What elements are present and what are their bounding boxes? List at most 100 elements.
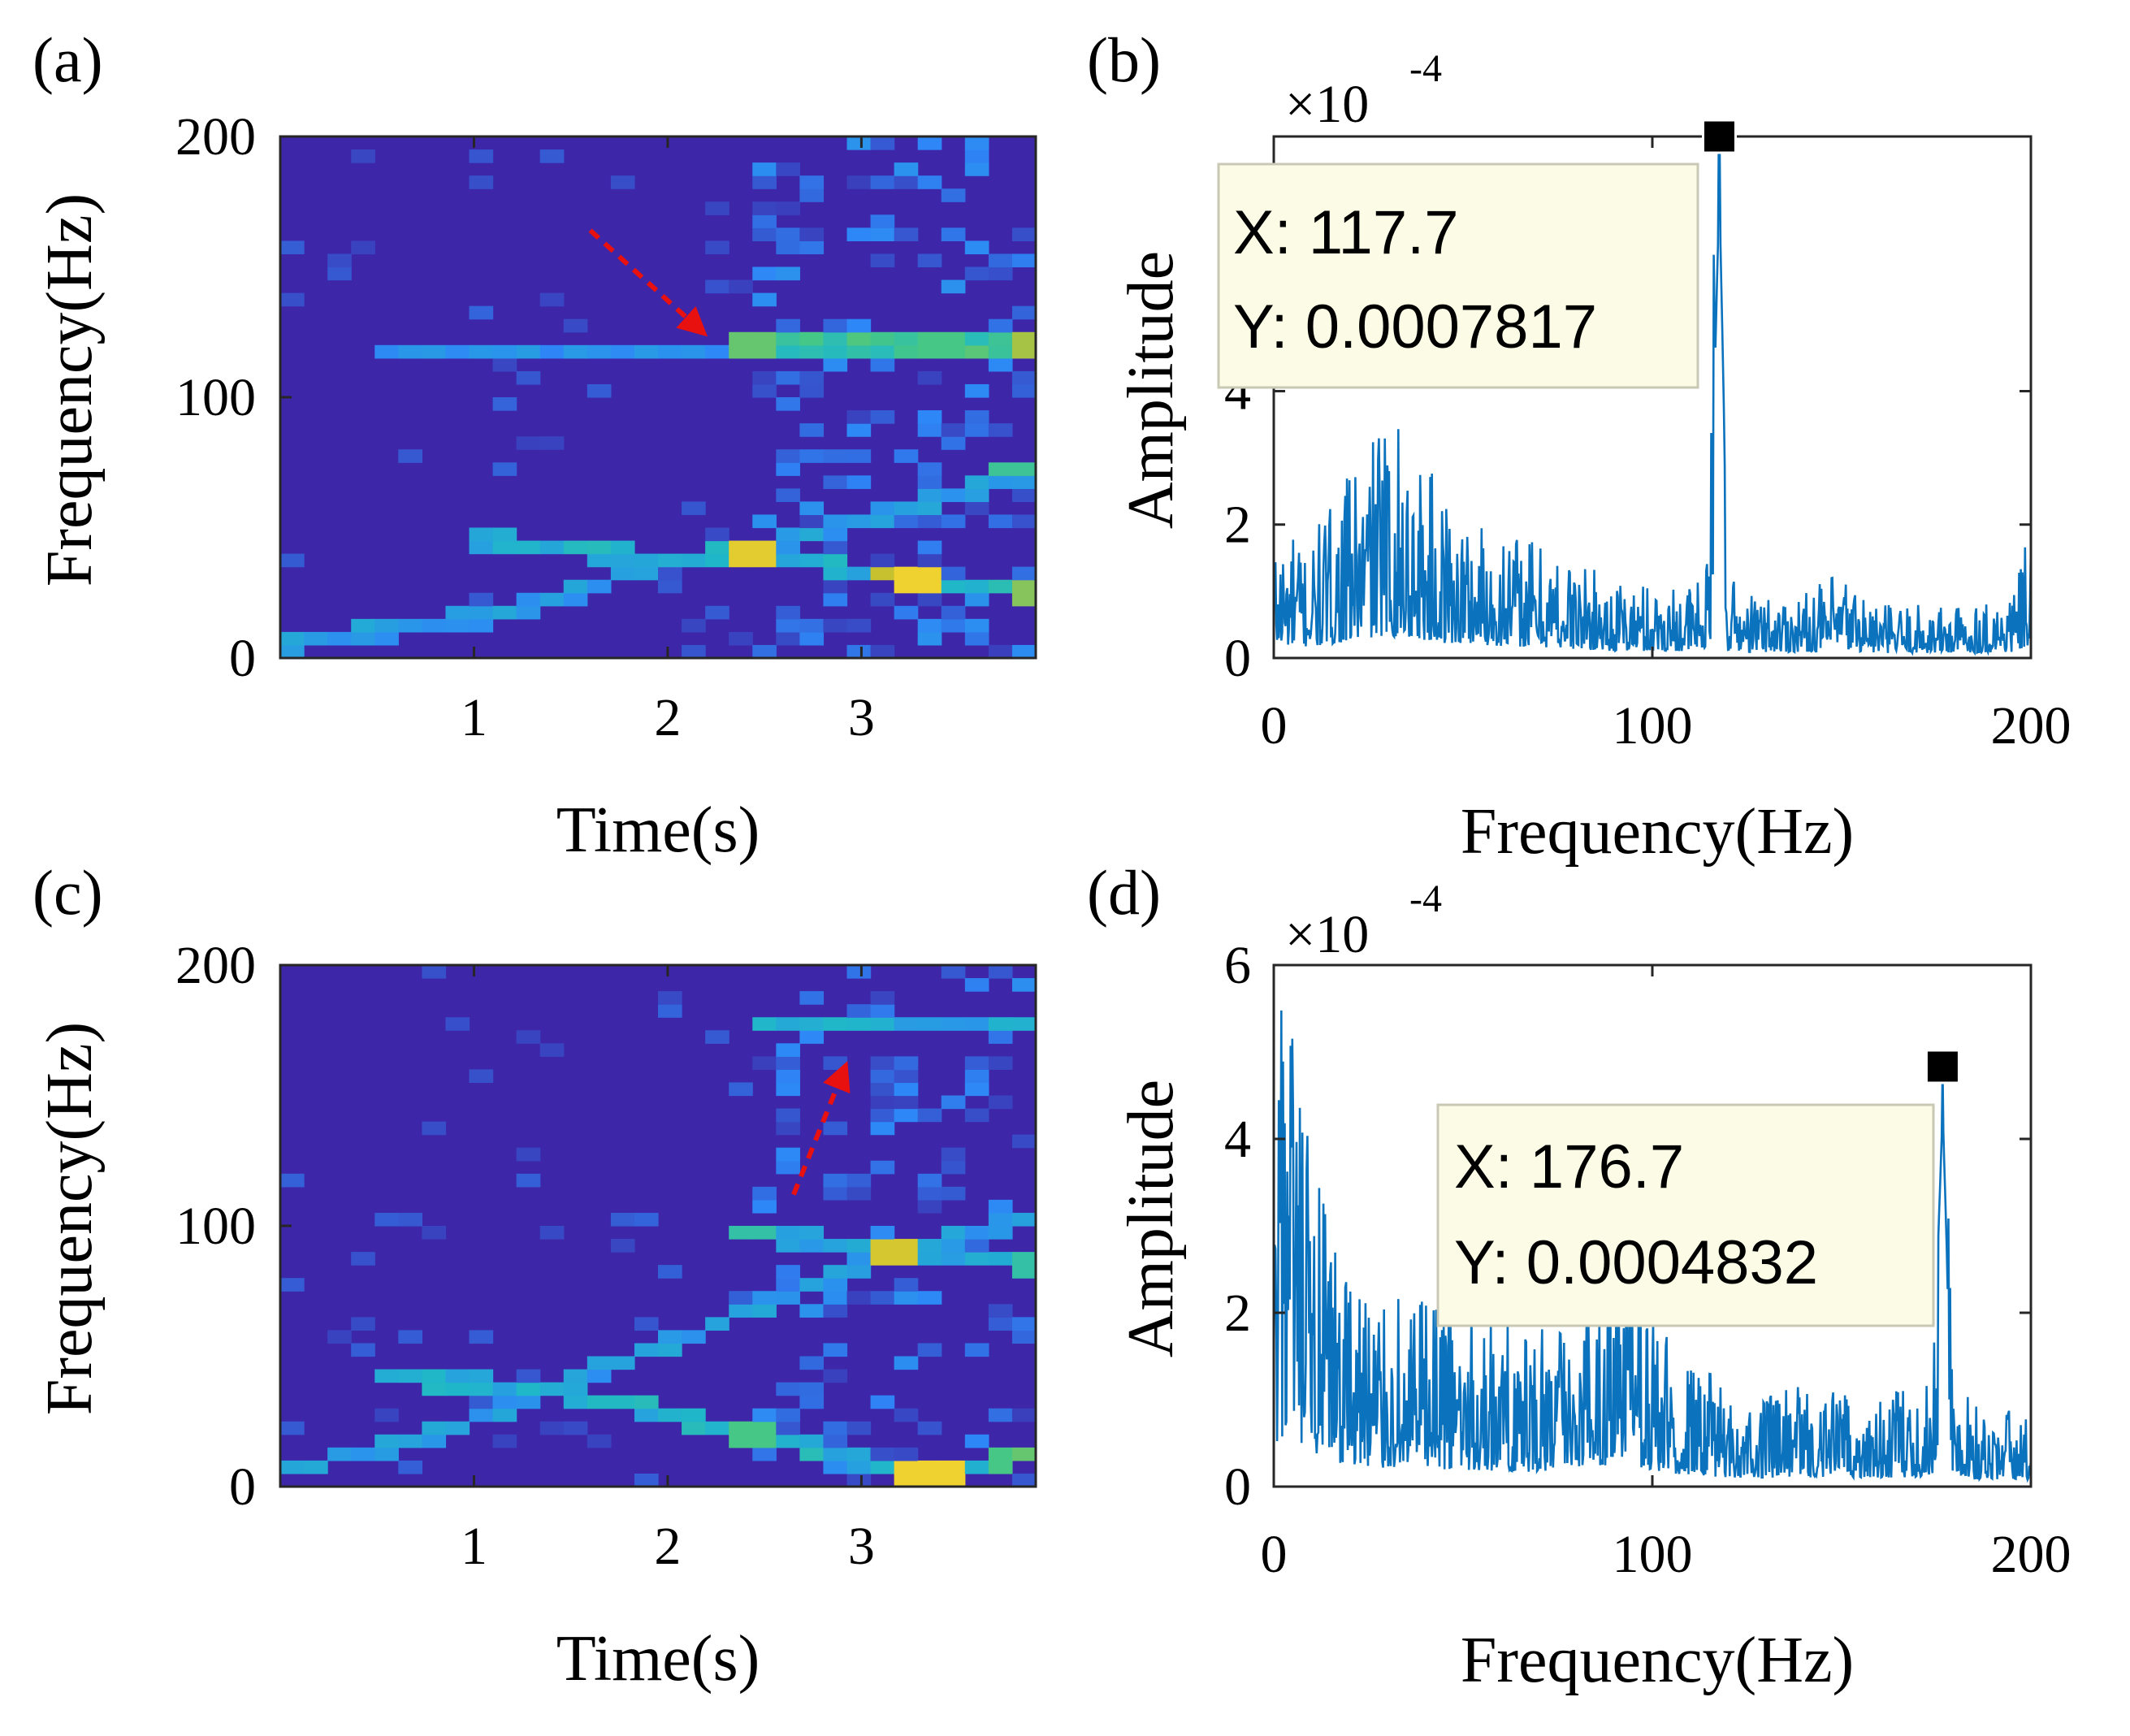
heatmap-cell (563, 579, 588, 594)
heatmap-cell (964, 1108, 989, 1123)
heatmap-cell (752, 266, 777, 281)
heatmap-cell (752, 383, 777, 398)
heatmap-cell (422, 1369, 447, 1383)
heatmap-cell (682, 644, 706, 659)
heatmap-cell (870, 644, 895, 659)
heatmap-cell (917, 1421, 942, 1435)
heatmap-cell (304, 1460, 328, 1474)
heatmap-cell (492, 540, 517, 555)
heatmap-cell (422, 1434, 447, 1448)
spectrum-line (1272, 1010, 2033, 1483)
heatmap-cell (469, 344, 494, 359)
x-tick-label: 2 (654, 1517, 681, 1576)
heatmap-cell (941, 1186, 966, 1201)
heatmap-cell (374, 1408, 399, 1422)
heatmap-cell (469, 1382, 494, 1396)
heatmap-cell (823, 1017, 848, 1031)
heatmap-cell (988, 579, 1013, 594)
heatmap-cell (280, 292, 305, 307)
heatmap-cell (870, 1460, 895, 1474)
heatmap-cell (752, 162, 777, 176)
heatmap-cell (964, 423, 989, 437)
heatmap-cell (917, 1186, 942, 1201)
heatmap-cell (799, 1278, 825, 1292)
heatmap-cell (682, 553, 706, 568)
heatmap-cell (870, 566, 895, 581)
heatmap-cell (304, 631, 328, 646)
heatmap-cell (894, 1291, 919, 1305)
x-axis-label: Time(s) (556, 1623, 760, 1695)
heatmap-cell (917, 566, 942, 581)
data-tip[interactable]: X: 117.7 Y: 0.0007817 (1217, 162, 1699, 389)
heatmap-cells (280, 136, 1037, 659)
heatmap-cell (894, 514, 919, 529)
heatmap-cell (1011, 1265, 1037, 1279)
heatmap-cell (374, 1447, 399, 1461)
heatmap-cell (941, 1473, 966, 1487)
heatmap-cell (964, 618, 989, 633)
heatmap-cell (917, 592, 942, 607)
heatmap-cell (469, 1395, 494, 1409)
heatmap-cell (776, 162, 800, 176)
heatmap-cell (776, 344, 800, 359)
heatmap-cell (988, 1408, 1013, 1422)
heatmap-cell (846, 1291, 872, 1305)
heatmap-cell (846, 423, 872, 437)
heatmap-cell (941, 1095, 966, 1110)
heatmap-cell (941, 279, 966, 294)
y-tick-label: 200 (175, 107, 256, 167)
heatmap-cell (752, 214, 777, 228)
annotation-arrow (791, 1061, 851, 1196)
heatmap-cell (752, 1186, 777, 1201)
heatmap-cell (823, 1434, 848, 1448)
data-tip[interactable]: X: 176.7 Y: 0.0004832 (1436, 1103, 1935, 1327)
heatmap-cell (776, 462, 800, 476)
heatmap-cell (870, 501, 895, 516)
y-axis-label: Amplitude (1115, 251, 1187, 529)
x-tick-label: 2 (654, 688, 681, 747)
y-tick-label: 0 (229, 1457, 256, 1517)
heatmap-cell (917, 631, 942, 646)
heatmap-cell (539, 344, 565, 359)
heatmap-cell (988, 1030, 1013, 1044)
heatmap-cell (894, 1239, 919, 1253)
heatmap-cell (469, 527, 494, 542)
heatmap-cell (894, 1252, 919, 1266)
heatmap-cell (917, 331, 942, 346)
heatmap-cell (516, 1030, 541, 1044)
heatmap-cell (422, 965, 447, 979)
heatmap-cell (988, 266, 1013, 281)
heatmap-cell (941, 1160, 966, 1175)
heatmap-cell (752, 227, 777, 241)
heatmap-cell (823, 1460, 848, 1474)
x-tick-label: 100 (1613, 1525, 1693, 1584)
heatmap-cell (988, 253, 1013, 268)
heatmap-cell (492, 1408, 517, 1422)
heatmap-cell (964, 1082, 989, 1097)
heatmap-cell (823, 566, 848, 581)
heatmap-cell (682, 344, 706, 359)
heatmap-cell (469, 149, 494, 163)
x-tick-label: 0 (1261, 1525, 1288, 1584)
heatmap-cell (1011, 1134, 1037, 1149)
heatmap-cell (823, 618, 848, 633)
overlay: 1 2 3 0 100 200 (175, 107, 1037, 747)
heatmap-cell (752, 1056, 777, 1070)
heatmap-cell (964, 1017, 989, 1031)
heatmap-cell (917, 1291, 942, 1305)
heatmap-cell (917, 514, 942, 529)
heatmap-cell (964, 592, 989, 607)
heatmap-cell (776, 553, 800, 568)
heatmap-cell (658, 1343, 682, 1357)
heatmap-cell (776, 540, 800, 555)
heatmap-cell (964, 1239, 989, 1253)
heatmap-cell (1011, 566, 1037, 581)
heatmap-cell (964, 331, 989, 346)
heatmap-cell (398, 1369, 422, 1383)
heatmap-cell (398, 1434, 422, 1448)
heatmap-cell (823, 1056, 848, 1070)
heatmap-cell (563, 318, 588, 333)
heatmap-cell (799, 1356, 825, 1370)
heatmap-cell (705, 1421, 729, 1435)
